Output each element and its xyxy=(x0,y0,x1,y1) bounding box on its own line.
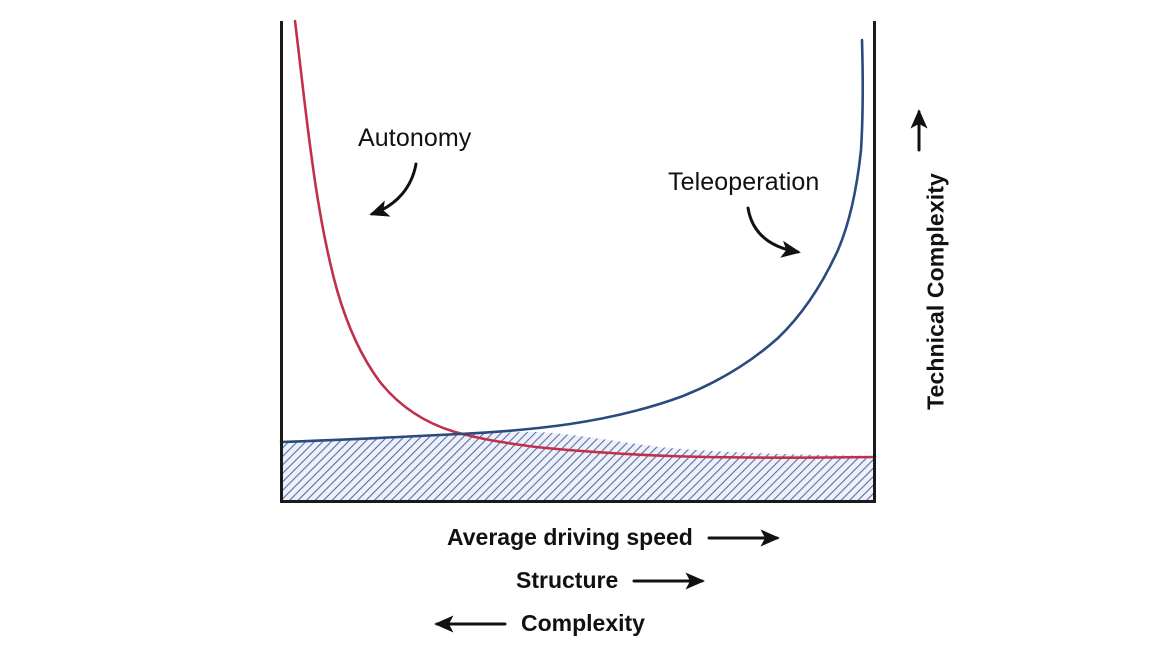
shaded-envelope-region xyxy=(281,432,875,503)
teleoperation-annotation-arrow xyxy=(746,206,801,258)
x-axis-complexity-label: Complexity xyxy=(521,610,645,636)
x-axis-speed-label: Average driving speed xyxy=(447,524,693,550)
autonomy-series-label: Autonomy xyxy=(358,124,472,152)
arrow-right-icon xyxy=(632,571,706,590)
x-axis-complexity-row: Complexity xyxy=(425,610,645,637)
autonomy-annotation-arrow xyxy=(369,162,418,217)
teleoperation-series-label: Teleoperation xyxy=(668,168,820,196)
arrow-right-icon xyxy=(707,528,780,547)
arrow-left-icon xyxy=(434,614,507,633)
y-axis-label: Technical Complexity xyxy=(922,173,949,410)
x-axis-speed-row: Average driving speed xyxy=(447,524,789,551)
teleoperation-curve xyxy=(279,38,864,444)
chart-axes xyxy=(280,21,876,503)
x-axis-structure-label: Structure xyxy=(516,567,619,593)
x-axis-structure-row: Structure xyxy=(516,567,714,594)
autonomy-curve xyxy=(293,19,877,459)
